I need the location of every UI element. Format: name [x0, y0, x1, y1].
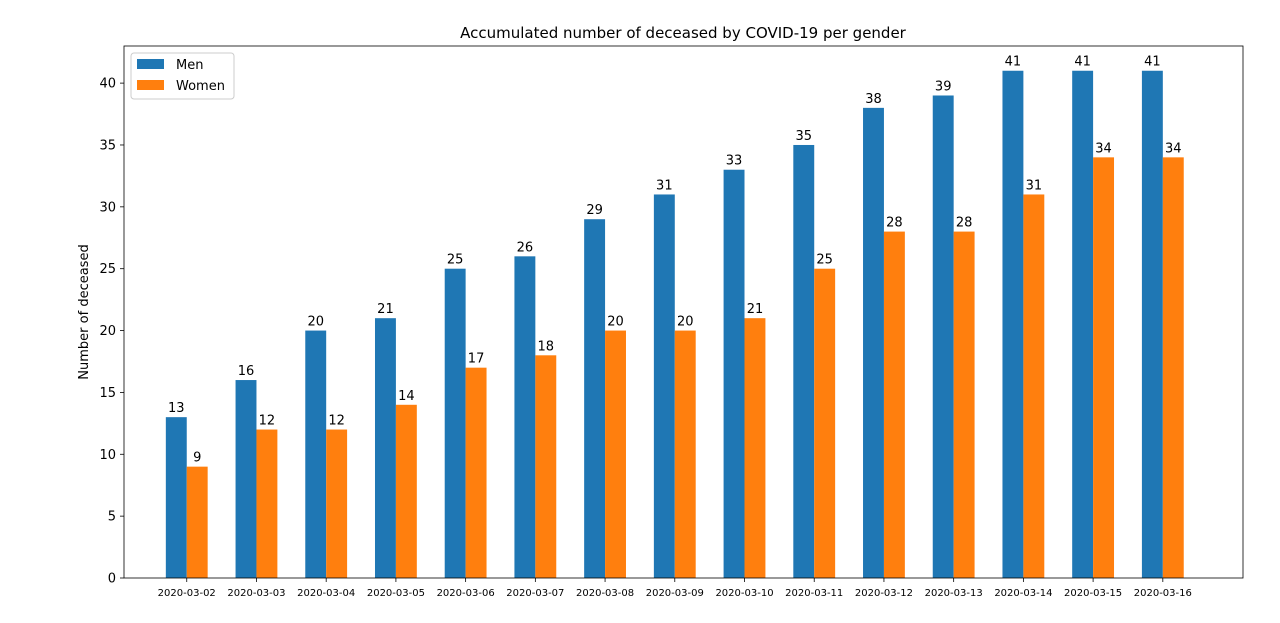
x-tick-label: 2020-03-10: [715, 588, 773, 599]
data-label-men-2020-03-15: 41: [1074, 55, 1091, 70]
x-tick-label: 2020-03-03: [227, 588, 285, 599]
bar-women-2020-03-04: [326, 429, 348, 578]
x-tick-label: 2020-03-11: [785, 588, 843, 599]
bar-men-2020-03-14: [1002, 70, 1024, 578]
data-label-women-2020-03-02: 9: [193, 451, 201, 466]
data-label-women-2020-03-14: 31: [1026, 178, 1043, 193]
data-label-men-2020-03-03: 16: [238, 364, 255, 379]
bar-women-2020-03-09: [674, 330, 696, 578]
data-label-men-2020-03-08: 29: [586, 203, 603, 218]
bar-men-2020-03-13: [932, 95, 954, 578]
y-tick-label: 40: [99, 77, 116, 92]
bar-men-2020-03-08: [584, 219, 606, 579]
bar-men-2020-03-02: [165, 417, 187, 578]
data-label-women-2020-03-10: 21: [747, 302, 764, 317]
data-label-men-2020-03-12: 38: [865, 92, 882, 107]
x-tick-label: 2020-03-14: [994, 588, 1052, 599]
y-tick-label: 25: [99, 262, 116, 277]
bar-women-2020-03-15: [1093, 157, 1115, 579]
y-tick-label: 0: [108, 572, 116, 587]
x-tick-label: 2020-03-08: [576, 588, 634, 599]
data-label-men-2020-03-13: 39: [935, 79, 952, 94]
bar-men-2020-03-05: [374, 318, 396, 578]
data-label-women-2020-03-16: 34: [1165, 141, 1182, 156]
bar-men-2020-03-06: [444, 268, 466, 578]
data-label-women-2020-03-12: 28: [886, 216, 903, 231]
data-label-men-2020-03-02: 13: [168, 401, 185, 416]
x-tick-label: 2020-03-07: [506, 588, 564, 599]
x-tick-label: 2020-03-04: [297, 588, 355, 599]
bar-women-2020-03-03: [256, 429, 278, 578]
data-label-men-2020-03-05: 21: [377, 302, 394, 317]
legend: Men Women: [130, 52, 235, 100]
bar-men-2020-03-03: [235, 380, 257, 578]
bar-women-2020-03-12: [883, 231, 905, 578]
bar-men-2020-03-09: [653, 194, 675, 578]
y-tick-label: 35: [99, 138, 116, 153]
bar-women-2020-03-13: [953, 231, 975, 578]
bar-women-2020-03-06: [465, 367, 487, 578]
data-label-men-2020-03-04: 20: [307, 315, 324, 330]
bar-women-2020-03-16: [1162, 157, 1184, 579]
bar-men-2020-03-07: [514, 256, 536, 578]
data-label-women-2020-03-06: 17: [468, 352, 485, 367]
axes-frame: [123, 45, 1244, 579]
x-tick-label: 2020-03-06: [437, 588, 495, 599]
data-label-men-2020-03-11: 35: [795, 129, 812, 144]
x-tick-label: 2020-03-12: [855, 588, 913, 599]
bar-women-2020-03-11: [814, 268, 836, 578]
y-tick-label: 10: [99, 448, 116, 463]
data-label-men-2020-03-16: 41: [1144, 55, 1161, 70]
chart-title: Accumulated number of deceased by COVID-…: [460, 24, 907, 42]
bar-women-2020-03-14: [1023, 194, 1045, 578]
x-tick-label: 2020-03-02: [158, 588, 216, 599]
bar-men-2020-03-15: [1072, 70, 1094, 578]
bar-women-2020-03-10: [744, 318, 766, 578]
data-label-women-2020-03-08: 20: [607, 315, 624, 330]
data-label-men-2020-03-09: 31: [656, 178, 673, 193]
y-tick-label: 15: [99, 386, 116, 401]
y-tick-label: 30: [99, 200, 116, 215]
bar-women-2020-03-05: [395, 404, 417, 578]
data-label-men-2020-03-10: 33: [726, 154, 743, 169]
legend-label-women: Women: [176, 79, 225, 94]
bar-women-2020-03-02: [186, 466, 208, 578]
data-label-women-2020-03-03: 12: [259, 414, 276, 429]
legend-swatch-men: [137, 59, 164, 69]
x-tick-label: 2020-03-13: [925, 588, 983, 599]
y-tick-label: 5: [108, 510, 116, 525]
data-label-women-2020-03-05: 14: [398, 389, 415, 404]
bar-men-2020-03-10: [723, 169, 745, 578]
legend-swatch-women: [137, 80, 164, 90]
bar-women-2020-03-07: [535, 355, 557, 578]
y-tick-label: 20: [99, 324, 116, 339]
bar-men-2020-03-11: [793, 144, 815, 578]
bar-men-2020-03-12: [863, 107, 884, 578]
data-label-women-2020-03-11: 25: [816, 253, 833, 268]
data-label-women-2020-03-07: 18: [538, 339, 555, 354]
y-axis-label: Number of deceased: [77, 244, 92, 379]
data-label-women-2020-03-13: 28: [956, 216, 973, 231]
bar-men-2020-03-16: [1141, 70, 1163, 578]
legend-label-men: Men: [176, 58, 203, 73]
x-tick-label: 2020-03-09: [646, 588, 704, 599]
data-label-women-2020-03-04: 12: [328, 414, 345, 429]
x-tick-label: 2020-03-05: [367, 588, 425, 599]
bar-men-2020-03-04: [305, 330, 327, 578]
data-label-women-2020-03-15: 34: [1095, 141, 1112, 156]
data-label-men-2020-03-06: 25: [447, 253, 464, 268]
plot-area: 13 9 2020-03-02 16 12 2020-03-03 20 12 2020-03-0…: [99, 45, 1244, 599]
data-label-women-2020-03-09: 20: [677, 315, 694, 330]
data-label-men-2020-03-14: 41: [1005, 55, 1022, 70]
data-label-men-2020-03-07: 26: [517, 240, 534, 255]
x-tick-label: 2020-03-16: [1134, 588, 1192, 599]
x-tick-label: 2020-03-15: [1064, 588, 1122, 599]
bar-women-2020-03-08: [605, 330, 626, 578]
